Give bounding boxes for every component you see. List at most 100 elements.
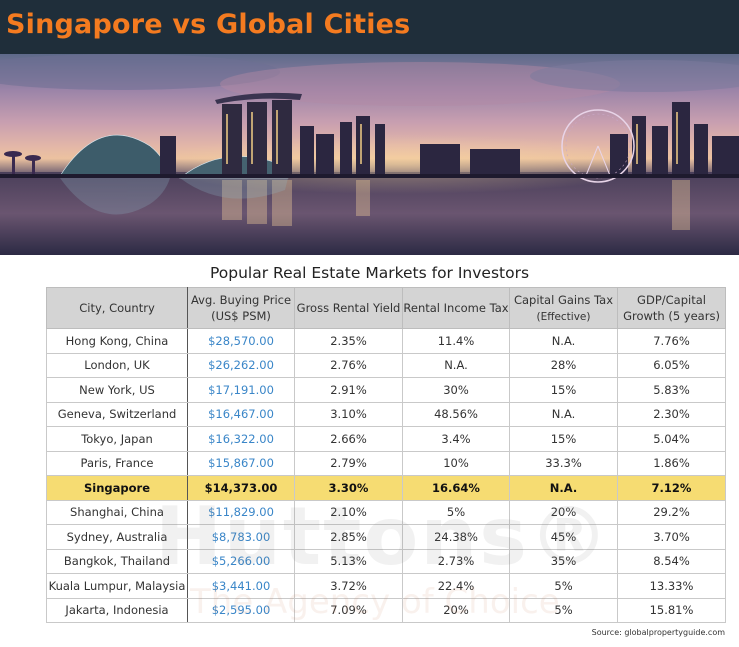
table-row: New York, US $17,191.00 2.91% 30% 15% 5.83% bbox=[46, 377, 726, 403]
capital-gains-cell: 5% bbox=[509, 573, 618, 599]
column-header-label: Avg. Buying Price bbox=[190, 293, 292, 307]
city-cell: London, UK bbox=[46, 352, 188, 378]
column-header: Avg. Buying Price (US$ PSM) bbox=[187, 287, 295, 329]
table-header-row: City, Country Avg. Buying Price (US$ PSM)… bbox=[46, 287, 726, 329]
price-cell: $16,322.00 bbox=[187, 426, 295, 452]
capital-gains-cell: 15% bbox=[509, 426, 618, 452]
price-cell: $15,867.00 bbox=[187, 450, 295, 476]
city-cell: Geneva, Switzerland bbox=[46, 401, 188, 427]
table-row: Sydney, Australia $8,783.00 2.85% 24.38% 45%… bbox=[46, 524, 726, 550]
capital-gains-cell: 33.3% bbox=[509, 450, 618, 476]
gdp-growth-cell: 1.86% bbox=[617, 450, 726, 476]
yield-cell: 3.72% bbox=[294, 573, 403, 599]
price-cell: $16,467.00 bbox=[187, 401, 295, 427]
capital-gains-cell: 20% bbox=[509, 499, 618, 525]
table-row: Bangkok, Thailand $5,266.00 5.13% 2.73% 35% 8… bbox=[46, 548, 726, 574]
capital-gains-cell: N.A. bbox=[509, 401, 618, 427]
rental-tax-cell: 22.4% bbox=[402, 573, 510, 599]
rental-tax-cell: N.A. bbox=[402, 352, 510, 378]
capital-gains-cell: 35% bbox=[509, 548, 618, 574]
city-cell: Singapore bbox=[46, 475, 188, 501]
singapore-skyline-image bbox=[0, 54, 739, 255]
column-header-sublabel: Growth (5 years) bbox=[623, 309, 720, 323]
title-bar: Singapore vs Global Cities bbox=[0, 0, 739, 54]
price-cell: $28,570.00 bbox=[187, 328, 295, 354]
table-row: Shanghai, China $11,829.00 2.10% 5% 20% 29.2% bbox=[46, 499, 726, 525]
yield-cell: 5.13% bbox=[294, 548, 403, 574]
yield-cell: 2.35% bbox=[294, 328, 403, 354]
capital-gains-cell: 15% bbox=[509, 377, 618, 403]
capital-gains-cell: N.A. bbox=[509, 475, 618, 501]
table-row: Paris, France $15,867.00 2.79% 10% 33.3% 1.86… bbox=[46, 450, 726, 476]
gdp-growth-cell: 5.83% bbox=[617, 377, 726, 403]
rental-tax-cell: 16.64% bbox=[402, 475, 510, 501]
table-row: Kuala Lumpur, Malaysia $3,441.00 3.72% 22.4… bbox=[46, 573, 726, 599]
rental-tax-cell: 20% bbox=[402, 597, 510, 623]
column-header-label: Capital Gains Tax bbox=[513, 292, 614, 307]
city-cell: Bangkok, Thailand bbox=[46, 548, 188, 574]
capital-gains-cell: 5% bbox=[509, 597, 618, 623]
table-row: Singapore $14,373.00 3.30% 16.64% N.A. 7.12% bbox=[46, 475, 726, 501]
column-header: Gross Rental Yield bbox=[294, 287, 403, 329]
city-cell: Hong Kong, China bbox=[46, 328, 188, 354]
gdp-growth-cell: 29.2% bbox=[617, 499, 726, 525]
rental-tax-cell: 2.73% bbox=[402, 548, 510, 574]
gdp-growth-cell: 7.76% bbox=[617, 328, 726, 354]
column-header-label: City, Country bbox=[79, 301, 155, 315]
city-cell: New York, US bbox=[46, 377, 188, 403]
price-cell: $17,191.00 bbox=[187, 377, 295, 403]
yield-cell: 2.76% bbox=[294, 352, 403, 378]
city-cell: Kuala Lumpur, Malaysia bbox=[46, 573, 188, 599]
rental-tax-cell: 10% bbox=[402, 450, 510, 476]
yield-cell: 2.10% bbox=[294, 499, 403, 525]
column-header-label: Gross Rental Yield bbox=[296, 301, 401, 315]
column-header: Capital Gains Tax (Effective) bbox=[509, 287, 618, 329]
price-cell: $2,595.00 bbox=[187, 597, 295, 623]
real-estate-markets-table: City, Country Avg. Buying Price (US$ PSM)… bbox=[46, 287, 726, 623]
city-cell: Sydney, Australia bbox=[46, 524, 188, 550]
city-cell: Jakarta, Indonesia bbox=[46, 597, 188, 623]
table-row: London, UK $26,262.00 2.76% N.A. 28% 6.05% bbox=[46, 352, 726, 378]
yield-cell: 3.10% bbox=[294, 401, 403, 427]
source-note: Source: globalpropertyguide.com bbox=[591, 628, 725, 637]
yield-cell: 2.66% bbox=[294, 426, 403, 452]
rental-tax-cell: 5% bbox=[402, 499, 510, 525]
table-title: Popular Real Estate Markets for Investor… bbox=[209, 264, 530, 282]
gdp-growth-cell: 5.04% bbox=[617, 426, 726, 452]
rental-tax-cell: 30% bbox=[402, 377, 510, 403]
city-cell: Paris, France bbox=[46, 450, 188, 476]
column-header-sublabel: (Effective) bbox=[536, 310, 591, 323]
capital-gains-cell: 45% bbox=[509, 524, 618, 550]
gdp-growth-cell: 13.33% bbox=[617, 573, 726, 599]
capital-gains-cell: N.A. bbox=[509, 328, 618, 354]
table-row: Hong Kong, China $28,570.00 2.35% 11.4% N.A.… bbox=[46, 328, 726, 354]
column-header: Rental Income Tax bbox=[402, 287, 510, 329]
table-row: Tokyo, Japan $16,322.00 2.66% 3.4% 15% 5.04% bbox=[46, 426, 726, 452]
price-cell: $11,829.00 bbox=[187, 499, 295, 525]
yield-cell: 3.30% bbox=[294, 475, 403, 501]
yield-cell: 2.85% bbox=[294, 524, 403, 550]
yield-cell: 7.09% bbox=[294, 597, 403, 623]
column-header-sublabel: (US$ PSM) bbox=[211, 309, 271, 323]
column-header-label: Rental Income Tax bbox=[403, 301, 509, 315]
table-body: Hong Kong, China $28,570.00 2.35% 11.4% N.A.… bbox=[46, 328, 726, 623]
column-header: City, Country bbox=[46, 287, 188, 329]
price-cell: $8,783.00 bbox=[187, 524, 295, 550]
gdp-growth-cell: 6.05% bbox=[617, 352, 726, 378]
capital-gains-cell: 28% bbox=[509, 352, 618, 378]
gdp-growth-cell: 8.54% bbox=[617, 548, 726, 574]
price-cell: $14,373.00 bbox=[187, 475, 295, 501]
gdp-growth-cell: 3.70% bbox=[617, 524, 726, 550]
price-cell: $26,262.00 bbox=[187, 352, 295, 378]
yield-cell: 2.91% bbox=[294, 377, 403, 403]
price-cell: $3,441.00 bbox=[187, 573, 295, 599]
price-cell: $5,266.00 bbox=[187, 548, 295, 574]
gdp-growth-cell: 7.12% bbox=[617, 475, 726, 501]
column-header-label: GDP/Capital bbox=[637, 293, 706, 307]
rental-tax-cell: 11.4% bbox=[402, 328, 510, 354]
gdp-growth-cell: 15.81% bbox=[617, 597, 726, 623]
rental-tax-cell: 48.56% bbox=[402, 401, 510, 427]
yield-cell: 2.79% bbox=[294, 450, 403, 476]
city-cell: Shanghai, China bbox=[46, 499, 188, 525]
page-title: Singapore vs Global Cities bbox=[6, 9, 411, 40]
